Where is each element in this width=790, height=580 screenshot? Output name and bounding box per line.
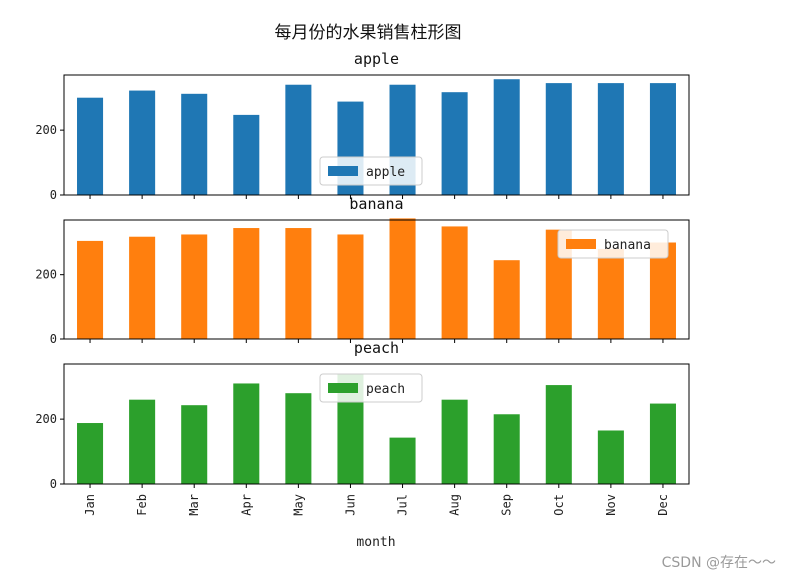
bar-apple-Feb [129,90,156,195]
axes-frame-apple [63,74,690,196]
watermark: CSDN @存在～～ [661,555,776,571]
subplot-title-peach: peach [354,339,399,357]
bar-peach-Jan [77,423,104,484]
y-tick-label-apple-200: 200 [35,123,57,137]
legend-swatch-banana [566,239,596,249]
bar-banana-Sep [493,260,520,339]
bar-banana-Jan [77,240,104,339]
y-tick-label-peach-0: 0 [50,477,57,491]
x-tick-label-Nov: Nov [604,494,618,516]
legend-label-banana: banana [604,238,651,253]
x-tick-label-Dec: Dec [656,494,670,516]
legend-apple: apple [319,156,423,186]
bar-peach-May [285,393,312,484]
y-tick-label-banana-200: 200 [35,268,57,282]
bar-banana-Aug [441,226,468,339]
bar-peach-Mar [181,405,208,484]
bar-banana-Feb [129,236,156,339]
bar-apple-Aug [441,92,468,195]
legend-box-apple [319,156,423,186]
x-tick-label-Sep: Sep [500,494,514,516]
bar-apple-Sep [493,79,520,195]
bar-banana-Nov [597,248,624,339]
x-axis-label: month [356,535,395,550]
legend-box-banana [557,229,669,259]
bar-banana-May [285,228,312,339]
x-tick-label-Jan: Jan [83,494,97,516]
bar-peach-Dec [649,403,676,484]
subplot-apple: 0 200 apple apple [35,50,690,202]
legend-label-apple: apple [366,165,405,180]
axes-frame-peach [63,363,690,485]
x-tick-label-Apr: Apr [239,494,253,516]
bar-banana-Jul [389,218,416,339]
legend-banana: banana [557,229,669,259]
x-tick-label-Feb: Feb [135,494,149,516]
y-tick-label-apple-0: 0 [50,188,57,202]
bar-peach-Apr [233,383,260,484]
y-tick-label-peach-200: 200 [35,412,57,426]
legend-box-peach [319,373,423,403]
bar-banana-Apr [233,228,260,339]
x-tick-label-May: May [291,494,305,516]
bar-peach-Aug [441,399,468,484]
legend-peach: peach [319,373,423,403]
bar-apple-May [285,84,312,195]
bar-apple-Mar [181,93,208,195]
subplot-peach: 0 200 peach peach [35,339,690,491]
x-tick-label-Aug: Aug [448,494,462,516]
bar-peach-Oct [545,385,572,484]
legend-swatch-peach [328,383,358,393]
subplot-title-apple: apple [354,50,399,68]
bar-peach-Sep [493,414,520,484]
figure-title: 每月份的水果销售柱形图 [275,23,462,43]
legend-swatch-apple [328,166,358,176]
bar-apple-Nov [597,83,624,195]
bar-banana-Mar [181,234,208,339]
bar-peach-Feb [129,399,156,484]
subplot-title-banana: banana [349,195,403,213]
x-tick-label-Jun: Jun [343,494,357,516]
bar-apple-Jan [77,97,104,195]
subplot-banana: 0 200 banana banana [35,195,690,346]
y-tick-label-banana-0: 0 [50,332,57,346]
bar-banana-Dec [649,242,676,339]
x-tick-label-Oct: Oct [552,494,566,516]
bar-apple-Apr [233,114,260,195]
bar-apple-Oct [545,83,572,195]
x-tick-label-Mar: Mar [187,494,201,516]
bar-peach-Nov [597,430,624,484]
bar-apple-Dec [649,83,676,195]
x-tick-label-Jul: Jul [396,494,410,516]
axes-frame-banana [63,219,690,340]
legend-label-peach: peach [366,382,405,397]
bar-banana-Jun [337,234,364,339]
bar-peach-Jul [389,437,416,484]
